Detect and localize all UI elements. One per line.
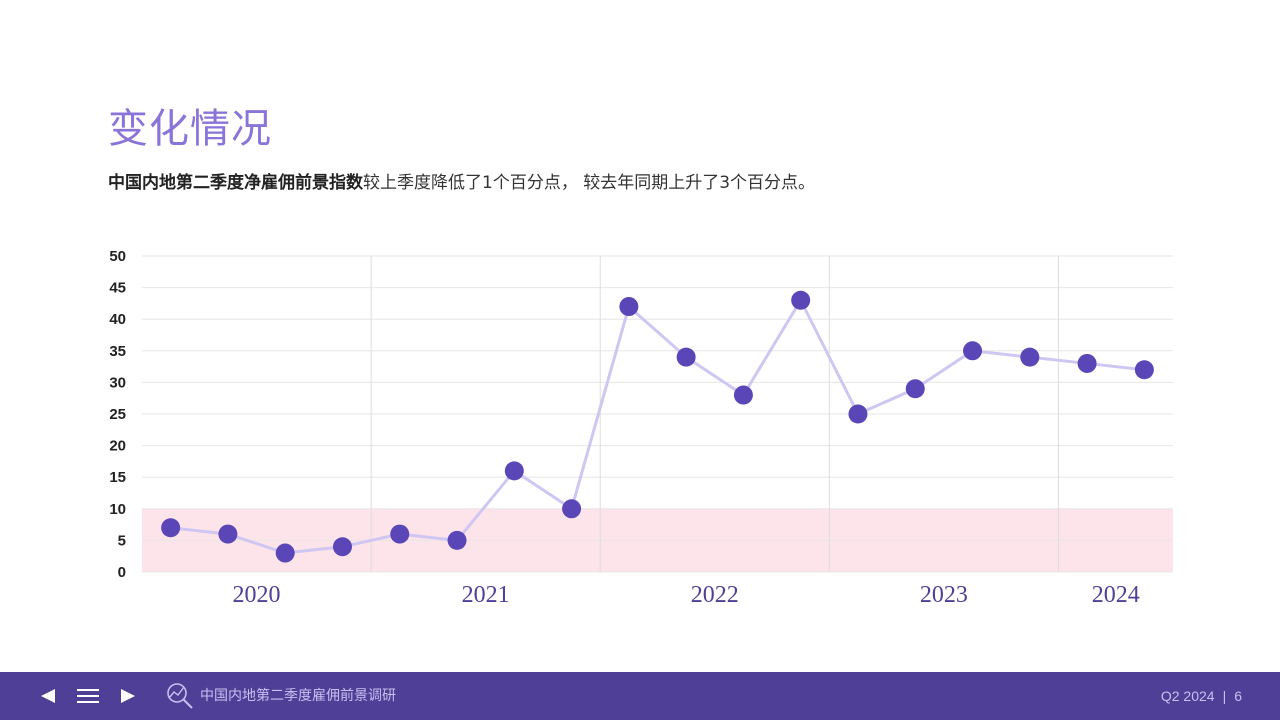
subtitle-text: 较上季度降低了1个百分点， 较去年同期上升了3个百分点。 (363, 173, 816, 193)
page-number: 6 (1234, 688, 1242, 704)
data-point (848, 404, 868, 424)
y-tick-label: 0 (118, 564, 126, 581)
y-tick-label: 40 (109, 311, 126, 328)
next-slide-button[interactable] (112, 672, 144, 720)
data-point (791, 290, 811, 310)
y-tick-label: 45 (109, 280, 126, 297)
data-point (676, 347, 696, 367)
subtitle-highlight: 中国内地第二季度净雇佣前景指数 (108, 173, 363, 193)
y-tick-label: 5 (118, 532, 126, 549)
page-subtitle: 中国内地第二季度净雇佣前景指数较上季度降低了1个百分点， 较去年同期上升了3个百… (108, 168, 815, 193)
data-point (161, 518, 181, 538)
x-year-label: 2023 (920, 582, 968, 608)
data-point (905, 379, 925, 399)
triangle-left-icon (41, 689, 55, 703)
data-point (275, 543, 295, 563)
line-chart: 0 5 10 15 20 25 30 35 40 45 50 2020 2021 2022 2023 2024 (109, 248, 1173, 608)
data-point (218, 524, 238, 544)
data-point (619, 297, 639, 317)
x-year-label: 2022 (691, 582, 739, 608)
data-point (390, 524, 410, 544)
logo (164, 672, 196, 720)
data-point (733, 385, 753, 405)
y-tick-label: 50 (109, 248, 126, 265)
data-point (1020, 347, 1040, 367)
data-point (504, 461, 524, 481)
footer-page-info: Q2 2024 | 6 (1161, 672, 1242, 720)
hamburger-menu-icon (77, 689, 99, 703)
x-year-label: 2024 (1092, 582, 1140, 608)
footer-bar: 中国内地第二季度雇佣前景调研 Q2 2024 | 6 (0, 672, 1280, 720)
footer-brand-text: 中国内地第二季度雇佣前景调研 (200, 688, 396, 704)
series-line (170, 298, 1145, 555)
data-point (963, 341, 983, 361)
menu-button[interactable] (72, 672, 104, 720)
y-tick-label: 20 (109, 438, 126, 455)
y-tick-label: 10 (109, 501, 126, 518)
magnifier-chart-icon (167, 683, 193, 709)
data-point (332, 537, 352, 557)
page-title: 变化情况 (108, 106, 272, 152)
prev-slide-button[interactable] (32, 672, 64, 720)
y-tick-label: 30 (109, 374, 126, 391)
data-point (562, 499, 582, 519)
footer-period: Q2 2024 (1160, 688, 1215, 704)
data-point (1077, 353, 1097, 373)
y-tick-label: 15 (109, 469, 126, 486)
y-tick-label: 35 (109, 343, 126, 360)
data-point (1134, 360, 1154, 380)
x-year-label: 2020 (233, 582, 281, 608)
triangle-right-icon (121, 689, 135, 703)
y-tick-label: 25 (109, 406, 126, 423)
data-point (447, 530, 467, 550)
x-year-label: 2021 (462, 582, 510, 608)
footer-separator: | (1222, 688, 1227, 704)
